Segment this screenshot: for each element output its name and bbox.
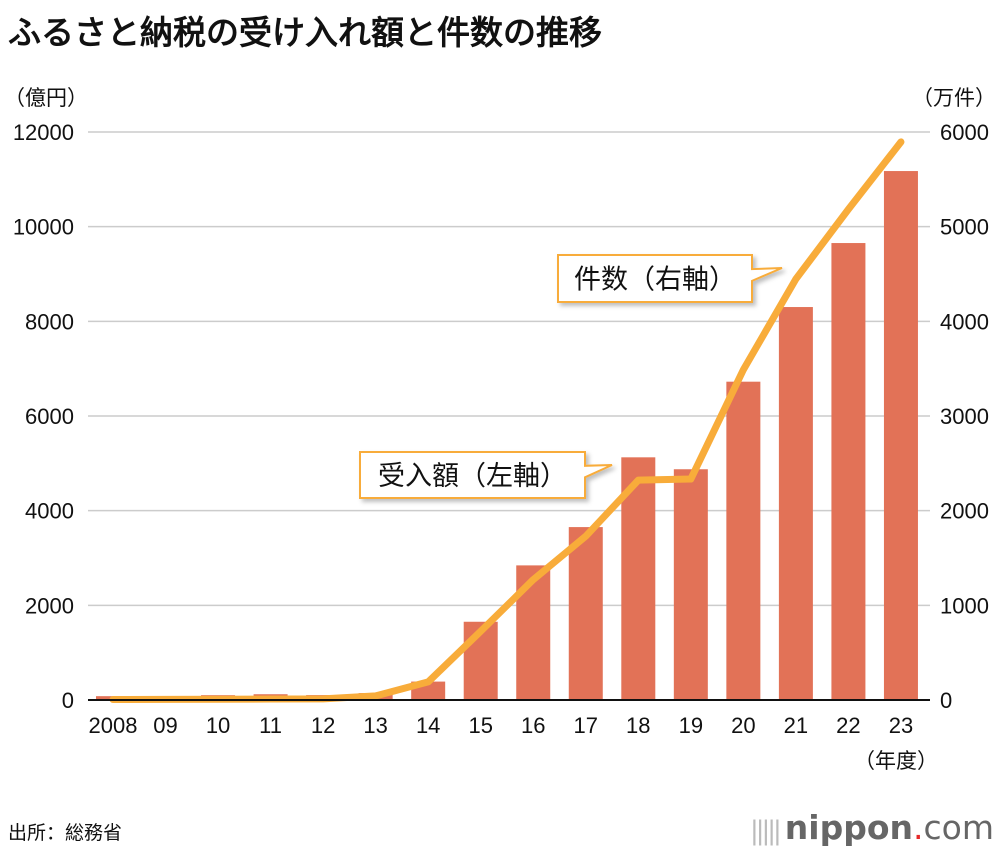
bar-16	[516, 565, 551, 700]
bar-17	[568, 527, 603, 700]
callout-count-label: 件数（右軸）	[574, 265, 736, 295]
x-tick-label: 10	[206, 713, 230, 738]
right-tick-label: 5000	[940, 215, 989, 240]
x-tick-label: 11	[259, 713, 282, 738]
right-tick-label: 4000	[940, 309, 989, 334]
x-tick-label: 20	[731, 713, 755, 738]
left-axis-unit: （億円）	[4, 86, 88, 110]
x-tick-label: 17	[574, 713, 598, 738]
x-tick-label: 19	[679, 713, 703, 738]
left-tick-label: 2000	[25, 593, 74, 618]
bar-18	[621, 457, 656, 700]
left-tick-label: 6000	[25, 404, 74, 429]
callout-count-box	[557, 254, 783, 303]
source-note: 出所：総務省	[8, 822, 123, 844]
right-tick-label: 1000	[940, 593, 989, 618]
left-tick-label: 4000	[25, 499, 74, 524]
x-tick-label: 22	[836, 713, 860, 738]
bar-21	[778, 307, 813, 700]
x-axis-unit: （年度）	[854, 750, 938, 773]
callout-amount-box	[359, 451, 613, 499]
left-tick-label: 8000	[25, 309, 74, 334]
x-tick-label: 09	[153, 713, 177, 738]
x-tick-label: 13	[363, 713, 387, 738]
right-tick-label: 2000	[940, 499, 989, 524]
bar-20	[726, 381, 761, 700]
right-axis-unit: （万件）	[912, 86, 996, 110]
right-tick-label: 3000	[940, 404, 989, 429]
x-tick-label: 23	[889, 713, 913, 738]
x-tick-label: 2008	[89, 713, 138, 738]
sound-bars-icon: |||||	[749, 816, 782, 846]
callout-amount-label: 受入額（左軸）	[378, 461, 567, 491]
bar-19	[673, 469, 708, 700]
bar-23	[883, 171, 918, 701]
nippon-logo: ||||| nippon.com	[749, 808, 994, 847]
left-tick-label: 12000	[13, 120, 74, 145]
x-tick-label: 14	[416, 713, 440, 738]
left-tick-label: 0	[62, 688, 74, 713]
x-tick-label: 21	[784, 713, 808, 738]
chart-title: ふるさと納税の受け入れ額と件数の推移	[8, 13, 602, 52]
x-tick-label: 18	[626, 713, 650, 738]
right-tick-label: 6000	[940, 120, 989, 145]
right-tick-label: 0	[940, 688, 952, 713]
x-tick-label: 15	[468, 713, 492, 738]
x-tick-label: 12	[311, 713, 335, 738]
left-tick-label: 10000	[13, 215, 74, 240]
bar-22	[831, 243, 866, 700]
x-tick-label: 16	[521, 713, 545, 738]
chart-svg: 0 0 2000 1000 4000 2000 6000 3000 8000 4000 10000 5…	[13, 120, 989, 773]
